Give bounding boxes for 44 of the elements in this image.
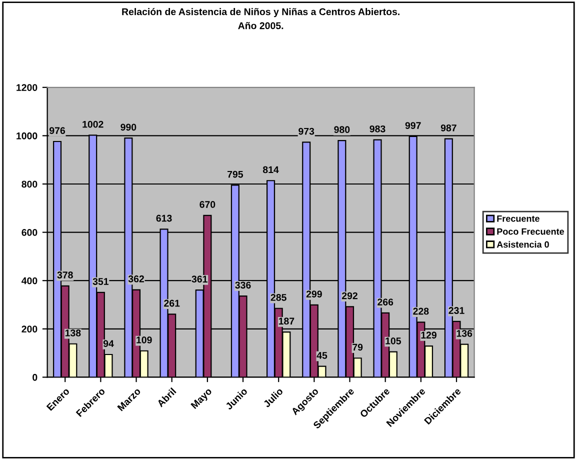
y-tick-label: 1000	[16, 132, 38, 140]
y-tick-label: 0	[32, 374, 38, 381]
data-label: 814	[262, 166, 279, 174]
data-label: 336	[235, 282, 251, 289]
data-label: 187	[278, 318, 294, 325]
data-label: 1002	[82, 120, 104, 128]
data-label: 795	[227, 170, 244, 178]
legend-label: Frecuente	[497, 215, 540, 222]
data-label: 79	[352, 344, 363, 351]
data-label: 361	[192, 276, 208, 283]
data-label: 292	[342, 292, 358, 300]
data-label: 362	[128, 275, 144, 282]
data-label: 980	[334, 126, 350, 134]
data-label: 299	[306, 290, 322, 298]
data-label: 983	[370, 125, 386, 132]
data-label: 973	[298, 128, 314, 135]
data-label: 351	[92, 278, 109, 285]
y-tick-label: 1200	[16, 84, 38, 92]
legend-label: Poco Frecuente	[497, 228, 564, 235]
data-label: 613	[156, 214, 172, 222]
data-label: 266	[378, 298, 394, 306]
y-tick-label: 200	[22, 326, 38, 333]
data-label: 261	[164, 300, 180, 307]
data-label: 997	[405, 122, 421, 129]
chart-title: Relación de Asistencia de Niños y Niñas a Centros Abiertos. Año 2005.	[122, 8, 400, 30]
data-label: 228	[413, 308, 429, 315]
data-label: 45	[316, 352, 328, 359]
y-tick-label: 800	[22, 180, 38, 188]
data-label: 136	[456, 330, 472, 337]
data-label: 285	[270, 294, 286, 301]
data-label: 105	[386, 337, 402, 344]
y-tick-label: 600	[22, 229, 38, 236]
data-label: 94	[103, 340, 114, 348]
data-label: 670	[200, 201, 216, 208]
data-label: 231	[448, 307, 464, 314]
y-tick-label: 400	[22, 277, 38, 284]
data-label: 976	[50, 127, 66, 134]
data-label: 378	[57, 272, 73, 278]
data-label: 109	[136, 336, 152, 344]
data-label: 129	[421, 332, 436, 339]
data-label: 987	[440, 124, 456, 132]
data-label: 138	[65, 330, 81, 336]
legend-label: Asistencia 0	[496, 241, 549, 248]
data-label: 990	[120, 124, 136, 131]
